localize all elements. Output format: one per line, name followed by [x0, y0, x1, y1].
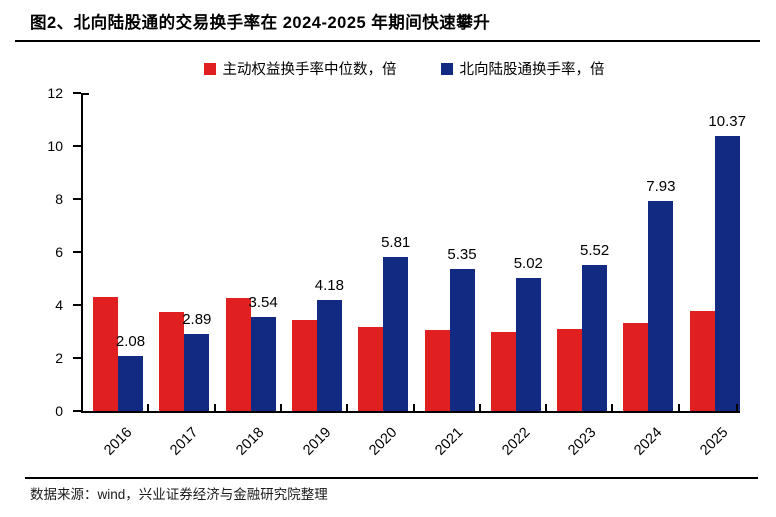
y-tick-label-2: 2 — [55, 350, 63, 366]
x-axis-tick — [611, 404, 614, 411]
bar-red-2016 — [93, 297, 118, 411]
figure-title: 图2、北向陆股通的交易换手率在 2024-2025 年期间快速攀升 — [30, 14, 491, 32]
legend-swatch-red-icon — [203, 62, 216, 75]
footer-divider — [25, 477, 758, 479]
y-tick-label-4: 4 — [55, 297, 63, 313]
y-axis-top-tick — [83, 93, 89, 95]
y-tick-label-6: 6 — [55, 244, 63, 260]
bar-blue-2023 — [582, 264, 608, 411]
bar-blue-2017 — [184, 334, 210, 411]
chart-legend: 主动权益换手率中位数，倍 北向陆股通换手率，倍 — [16, 58, 776, 79]
bar-blue-2018 — [250, 317, 276, 411]
bar-blue-2022 — [515, 277, 541, 411]
bar-red-2022 — [490, 332, 516, 411]
x-tick-label-2025: 2025 — [641, 421, 732, 459]
data-label-2018: 3.54 — [248, 294, 278, 312]
data-label-2017: 2.89 — [182, 311, 212, 329]
data-label-2022: 5.02 — [513, 254, 543, 272]
x-axis-end-tick — [736, 404, 738, 411]
x-axis-tick — [412, 404, 415, 411]
bar-red-2023 — [557, 328, 583, 411]
legend-item-active-equity-turnover: 主动权益换手率中位数，倍 — [203, 58, 397, 79]
source-note: 数据来源：wind，兴业证券经济与金融研究院整理 — [30, 487, 328, 502]
legend-item-northbound-turnover: 北向陆股通换手率，倍 — [440, 58, 605, 79]
x-axis-tick — [545, 404, 548, 411]
y-tick-label-12: 12 — [47, 85, 63, 101]
x-axis-tick — [346, 404, 349, 411]
bar-blue-2024 — [648, 200, 674, 411]
data-label-2016: 2.08 — [115, 332, 146, 350]
y-axis-tick — [73, 251, 81, 253]
legend-swatch-blue-icon — [440, 62, 453, 75]
x-axis-tick — [478, 404, 481, 411]
y-axis-tick — [73, 145, 81, 147]
legend-label-active-equity-turnover: 主动权益换手率中位数，倍 — [222, 62, 397, 78]
data-label-2023: 5.52 — [579, 241, 610, 259]
y-axis-tick — [73, 304, 81, 306]
bar-blue-2016 — [118, 355, 143, 411]
legend-label-northbound-turnover: 北向陆股通换手率，倍 — [459, 62, 605, 78]
bar-blue-2025 — [714, 136, 740, 411]
x-axis-tick — [279, 404, 282, 411]
bar-red-2019 — [291, 320, 317, 411]
bar-blue-2020 — [383, 257, 409, 411]
x-tick-label-text: 2025 — [697, 424, 732, 459]
title-divider — [15, 40, 760, 42]
x-axis-tick — [147, 404, 150, 411]
bar-blue-2019 — [316, 300, 342, 411]
bar-red-2021 — [424, 329, 450, 411]
bar-red-2018 — [225, 298, 251, 411]
bar-red-2017 — [159, 312, 185, 411]
y-axis-tick — [73, 92, 81, 94]
y-tick-label-0: 0 — [55, 403, 63, 419]
bar-red-2025 — [689, 311, 715, 411]
x-axis-tick — [213, 404, 216, 411]
y-tick-label-10: 10 — [47, 138, 63, 154]
data-label-2024: 7.93 — [646, 177, 676, 195]
plot-area: 2.08 2016 2.89 2017 3.54 2018 4.18 2019 5.81 2020… — [47, 85, 746, 459]
y-axis-tick — [73, 198, 81, 200]
bar-red-2024 — [623, 323, 649, 411]
y-tick-label-8: 8 — [55, 191, 63, 207]
data-label-2020: 5.81 — [381, 234, 411, 252]
data-label-2025: 10.37 — [708, 113, 746, 131]
bar-red-2020 — [358, 326, 384, 411]
bar-blue-2021 — [449, 269, 475, 411]
x-axis-tick — [677, 404, 680, 411]
data-label-2019: 4.18 — [314, 277, 344, 295]
data-label-2021: 5.35 — [447, 246, 477, 264]
y-axis-tick — [73, 410, 81, 412]
y-axis-tick — [73, 357, 81, 359]
